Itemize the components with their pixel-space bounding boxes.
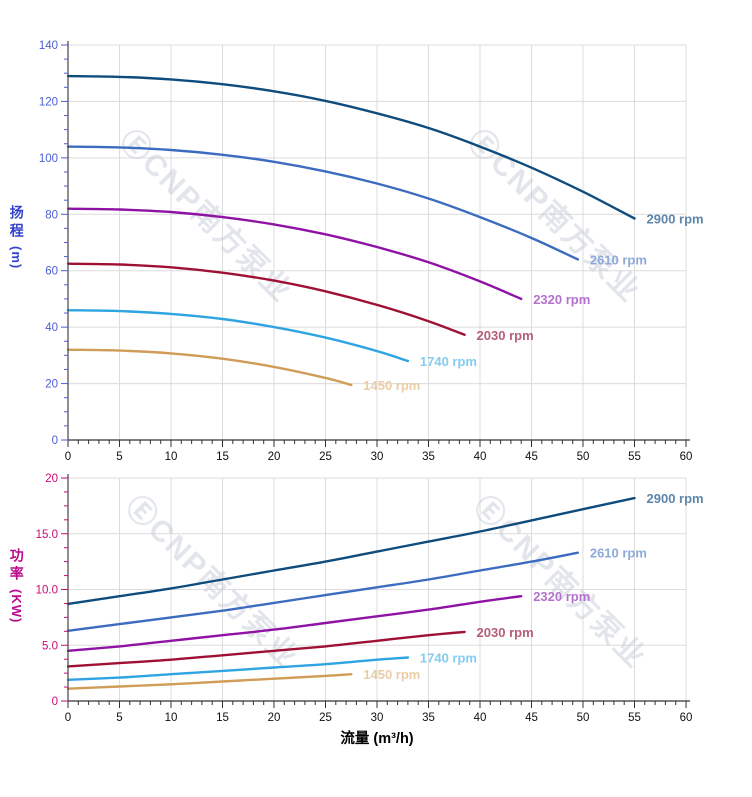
svg-text:60: 60 <box>680 712 693 724</box>
curve-label-1740-rpm-power: 1740 rpm <box>420 651 477 666</box>
curve-label-2320-rpm-head: 2320 rpm <box>533 292 590 307</box>
curve-1740-rpm-head <box>66 309 410 363</box>
curve-label-2610-rpm-head: 2610 rpm <box>590 252 647 267</box>
svg-text:30: 30 <box>371 451 384 463</box>
svg-text:45: 45 <box>525 451 538 463</box>
svg-text:15: 15 <box>216 451 229 463</box>
curve-1450-rpm-head <box>66 348 353 387</box>
svg-text:20: 20 <box>268 712 281 724</box>
svg-text:10: 10 <box>165 451 178 463</box>
svg-text:0: 0 <box>65 712 71 724</box>
svg-text:5: 5 <box>116 712 122 724</box>
svg-text:50: 50 <box>577 451 590 463</box>
curve-label-2900-rpm-power: 2900 rpm <box>647 491 704 506</box>
curve-1740-rpm-power <box>66 656 410 682</box>
curve-label-2900-rpm-head: 2900 rpm <box>647 212 704 227</box>
curve-2610-rpm-head <box>66 145 579 261</box>
svg-text:15: 15 <box>216 712 229 724</box>
curve-label-1450-rpm-power: 1450 rpm <box>363 667 420 682</box>
curve-label-2610-rpm-power: 2610 rpm <box>590 546 647 561</box>
svg-text:80: 80 <box>45 209 58 221</box>
svg-text:140: 140 <box>39 40 58 52</box>
svg-text:0: 0 <box>52 435 58 447</box>
svg-text:35: 35 <box>422 712 435 724</box>
head-axis-title-cjk: 扬程 <box>8 205 25 241</box>
curve-label-2030-rpm-power: 2030 rpm <box>477 625 534 640</box>
head-axis-title-unit: (m) <box>9 246 25 270</box>
svg-text:20: 20 <box>45 379 58 391</box>
svg-text:0: 0 <box>52 696 58 708</box>
head-axis-title: 扬程 (m) <box>8 205 25 270</box>
curve-2030-rpm-power <box>66 630 466 668</box>
svg-text:5: 5 <box>116 451 122 463</box>
curve-2030-rpm-head <box>66 262 466 336</box>
curve-2900-rpm-power <box>66 496 636 606</box>
svg-text:40: 40 <box>474 712 487 724</box>
svg-text:30: 30 <box>371 712 384 724</box>
svg-text:25: 25 <box>319 451 332 463</box>
svg-text:0: 0 <box>65 451 71 463</box>
svg-text:60: 60 <box>680 451 693 463</box>
head-gridlines <box>68 44 687 440</box>
watermark: ⒺCNP南方泵业 <box>467 489 653 675</box>
svg-text:50: 50 <box>577 712 590 724</box>
power-axis-title: 功率 (KW) <box>8 548 25 624</box>
head-x-ticks: 0 5 10 15 20 25 30 35 40 45 50 55 60 <box>65 440 693 463</box>
svg-text:35: 35 <box>422 451 435 463</box>
svg-text:40: 40 <box>474 451 487 463</box>
svg-text:20: 20 <box>268 451 281 463</box>
curve-label-1740-rpm-head: 1740 rpm <box>420 354 477 369</box>
svg-text:55: 55 <box>628 451 641 463</box>
curve-label-2320-rpm-power: 2320 rpm <box>533 589 590 604</box>
curve-label-2030-rpm-head: 2030 rpm <box>477 328 534 343</box>
svg-text:20: 20 <box>45 473 58 485</box>
svg-text:45: 45 <box>525 712 538 724</box>
head-y-ticks: 0 20 40 60 80 100 120 140 <box>39 40 68 447</box>
svg-text:120: 120 <box>39 96 58 108</box>
svg-text:100: 100 <box>39 153 58 165</box>
power-axis-title-unit: (KW) <box>9 589 25 624</box>
curve-2320-rpm-head <box>66 207 523 301</box>
svg-text:15.0: 15.0 <box>36 529 58 541</box>
svg-text:55: 55 <box>628 712 641 724</box>
curve-2610-rpm-power <box>66 551 579 632</box>
curve-2320-rpm-power <box>66 595 523 653</box>
flow-axis-title: 流量 (m³/h) <box>340 731 414 747</box>
svg-text:40: 40 <box>45 322 58 334</box>
power-axis-title-cjk: 功率 <box>8 548 25 584</box>
svg-text:10: 10 <box>165 712 178 724</box>
svg-text:25: 25 <box>319 712 332 724</box>
svg-text:5.0: 5.0 <box>42 640 58 652</box>
svg-text:60: 60 <box>45 266 58 278</box>
curve-1450-rpm-power <box>66 673 353 690</box>
power-y-ticks: 0 5.0 10.0 15.0 20 <box>36 473 68 708</box>
curve-2900-rpm-head <box>66 74 636 220</box>
power-x-ticks: 0 5 10 15 20 25 30 35 40 45 50 55 60 <box>65 701 693 724</box>
curve-label-1450-rpm-head: 1450 rpm <box>363 378 420 393</box>
svg-text:10.0: 10.0 <box>36 585 58 597</box>
